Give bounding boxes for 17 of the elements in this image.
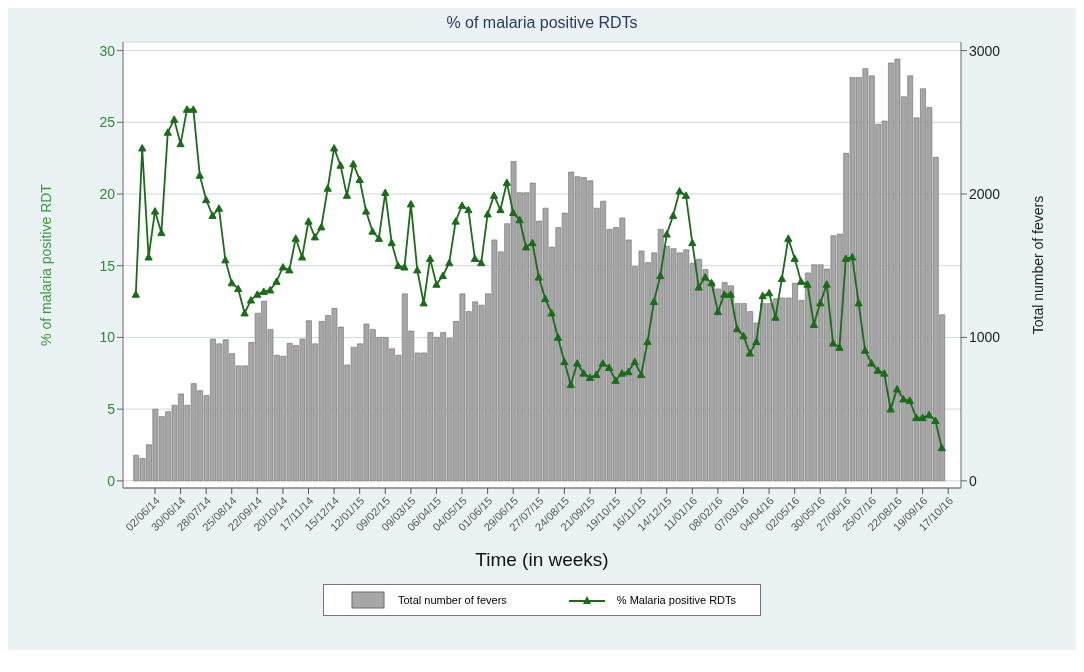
y-tick-label: 5 [107,401,116,418]
y-tick-label: 30 [99,42,116,59]
y-tick-label: 20 [99,185,116,202]
x-axis-title: Time (in weeks) [475,549,609,570]
y2-tick-label: 0 [969,472,977,489]
y2-tick-label: 3000 [969,42,1001,59]
y-tick-label: 10 [99,329,116,346]
legend-label: % Malaria positive RDTs [616,594,737,606]
y2-axis-title: Total number of fevers [1029,195,1046,335]
chart-title: % of malaria positive RDTs [445,13,639,33]
y2-tick-label: 2000 [969,185,1001,202]
y-tick-label: 25 [99,114,116,131]
y-tick-label: 0 [107,472,116,489]
legend-label: Total number of fevers [397,594,507,606]
y-tick-label: 15 [99,257,116,274]
y2-tick-label: 1000 [969,329,1001,346]
y-axis-title: % of malaria positive RDT [37,183,54,346]
